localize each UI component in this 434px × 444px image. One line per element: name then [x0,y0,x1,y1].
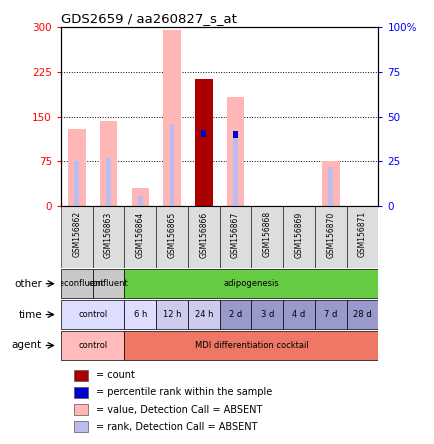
Text: 4 d: 4 d [292,310,305,319]
Bar [68,128,85,206]
Bar [106,159,111,206]
Text: GSM156865: GSM156865 [167,211,176,258]
FancyBboxPatch shape [283,300,314,329]
Text: control: control [78,341,107,350]
FancyBboxPatch shape [124,269,378,298]
FancyBboxPatch shape [124,331,378,360]
FancyBboxPatch shape [124,206,156,268]
Text: preconfluent: preconfluent [50,279,103,288]
FancyBboxPatch shape [283,206,314,268]
Bar [169,124,174,206]
Text: control: control [78,310,107,319]
FancyBboxPatch shape [187,206,219,268]
Bar [73,387,88,398]
FancyBboxPatch shape [314,300,346,329]
Text: 6 h: 6 h [133,310,147,319]
FancyBboxPatch shape [156,300,187,329]
Text: GSM156870: GSM156870 [326,211,335,258]
Bar [328,167,332,206]
FancyBboxPatch shape [61,300,124,329]
Bar [99,121,117,206]
Bar [201,130,206,137]
Bar [226,97,244,206]
FancyBboxPatch shape [314,206,346,268]
Text: 28 d: 28 d [352,310,371,319]
Text: GSM156867: GSM156867 [230,211,240,258]
Text: 12 h: 12 h [162,310,181,319]
FancyBboxPatch shape [219,206,251,268]
FancyBboxPatch shape [219,300,251,329]
Bar [194,79,212,206]
Text: 2 d: 2 d [228,310,242,319]
FancyBboxPatch shape [187,300,219,329]
Bar [321,162,339,206]
FancyBboxPatch shape [156,206,187,268]
FancyBboxPatch shape [92,206,124,268]
Text: = count: = count [95,370,135,380]
Text: = rank, Detection Call = ABSENT: = rank, Detection Call = ABSENT [95,422,257,432]
Text: GSM156862: GSM156862 [72,211,81,258]
Bar [74,162,79,206]
Text: 7 d: 7 d [323,310,337,319]
Text: adipogenesis: adipogenesis [223,279,279,288]
FancyBboxPatch shape [61,331,124,360]
Text: = value, Detection Call = ABSENT: = value, Detection Call = ABSENT [95,404,262,415]
Bar [233,135,237,206]
Text: GSM156866: GSM156866 [199,211,208,258]
Bar [131,188,149,206]
Text: MDI differentiation cocktail: MDI differentiation cocktail [194,341,308,350]
Text: 24 h: 24 h [194,310,213,319]
FancyBboxPatch shape [251,300,283,329]
FancyBboxPatch shape [92,269,124,298]
Bar [138,196,142,206]
Bar [73,404,88,415]
FancyBboxPatch shape [251,206,283,268]
Bar [163,30,181,206]
FancyBboxPatch shape [61,206,92,268]
Text: 3 d: 3 d [260,310,273,319]
FancyBboxPatch shape [346,206,378,268]
Bar [233,131,237,138]
Bar [73,369,88,381]
FancyBboxPatch shape [124,300,156,329]
Text: GSM156863: GSM156863 [104,211,113,258]
Bar [73,421,88,432]
Text: time: time [18,309,42,320]
Text: GSM156869: GSM156869 [294,211,303,258]
Text: GSM156864: GSM156864 [135,211,145,258]
Text: GSM156871: GSM156871 [357,211,366,258]
FancyBboxPatch shape [346,300,378,329]
Text: other: other [14,279,42,289]
Text: GDS2659 / aa260827_s_at: GDS2659 / aa260827_s_at [61,12,236,25]
Text: = percentile rank within the sample: = percentile rank within the sample [95,387,271,397]
Text: agent: agent [12,341,42,350]
Text: GSM156868: GSM156868 [262,211,271,258]
FancyBboxPatch shape [61,269,92,298]
Text: confluent: confluent [89,279,128,288]
